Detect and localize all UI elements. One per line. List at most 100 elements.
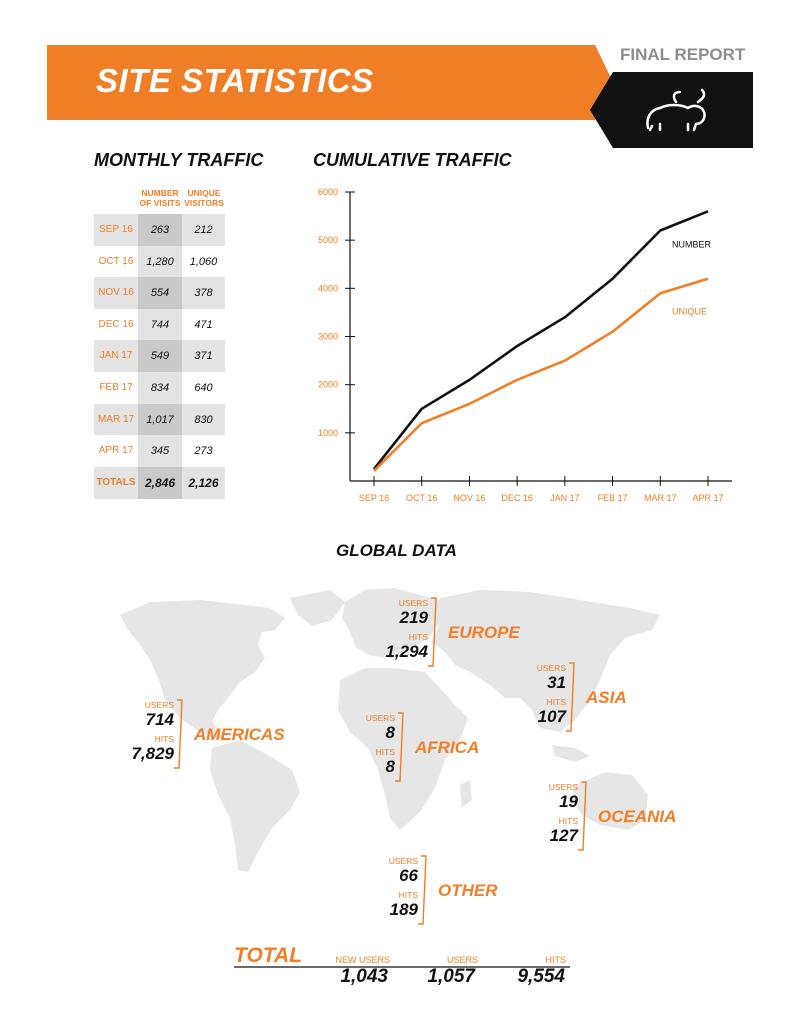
table-cell-visits: 1,280 — [138, 245, 182, 278]
report-label: FINAL REPORT — [620, 45, 746, 64]
map-africa — [338, 668, 468, 830]
region-users-value: 31 — [547, 673, 566, 692]
series-label-unique: UNIQUE — [672, 307, 707, 317]
x-tick-label: MAR 17 — [644, 493, 677, 503]
y-tick-label: 5000 — [318, 235, 338, 245]
x-tick-label: SEP 16 — [359, 493, 389, 503]
y-tick-label: 6000 — [318, 187, 338, 197]
page-title: SITE STATISTICS — [96, 62, 374, 99]
x-tick-label: DEC 16 — [501, 493, 533, 503]
region-hits-value: 1,294 — [385, 642, 428, 661]
table-cell-month: NOV 16 — [94, 277, 138, 310]
cumulative-traffic-chart: 1000 2000 3000 4000 5000 6000 SEP 16 OCT 16 NOV … — [318, 187, 732, 503]
table-cell-month: SEP 16 — [94, 214, 138, 246]
region-name-other: OTHER — [438, 881, 498, 900]
column-header-visits: NUMBER OF VISITS — [139, 188, 181, 208]
map-greenland — [290, 590, 345, 626]
total-hits-value: 9,554 — [517, 966, 565, 987]
series-line-unique — [373, 277, 709, 472]
table-cell-unique: 212 — [182, 214, 225, 246]
table-row: APR 17 345 273 — [94, 435, 225, 468]
table-cell-month: FEB 17 — [94, 372, 138, 404]
region-hits-label: HITS — [154, 734, 174, 744]
region-users-value: 8 — [385, 723, 395, 742]
table-cell-unique: 378 — [182, 277, 225, 310]
column-header-unique: UNIQUE VISITORS — [184, 188, 224, 208]
bison-icon — [646, 88, 706, 132]
table-cell-visits: 834 — [138, 372, 182, 404]
region-hits-label: HITS — [558, 816, 578, 826]
table-cell-month: MAR 17 — [94, 403, 138, 436]
map-south-america — [210, 740, 300, 872]
map-north-america — [120, 600, 285, 740]
region-hits-value: 107 — [537, 707, 566, 726]
y-tick-label: 1000 — [318, 428, 338, 438]
table-cell-month: TOTALS — [94, 466, 138, 499]
series-label-number: NUMBER — [672, 239, 712, 249]
region-hits-label: HITS — [375, 747, 395, 757]
table-cell-month: JAN 17 — [94, 340, 138, 373]
table-cell-unique: 1,060 — [182, 245, 225, 278]
total-new-users-value: 1,043 — [340, 966, 388, 987]
series-line-number — [372, 210, 709, 470]
region-name-americas: AMERICAS — [194, 725, 285, 744]
table-row: NOV 16 554 378 — [94, 277, 225, 310]
logo-panel — [590, 72, 753, 148]
table-cell-unique: 273 — [182, 435, 225, 468]
region-name-africa: AFRICA — [415, 738, 480, 757]
map-europe — [342, 588, 440, 658]
region-hits-value: 8 — [385, 757, 395, 776]
region-bracket — [578, 781, 587, 851]
table-cell-visits: 1,017 — [138, 403, 182, 436]
table-cell-month: OCT 16 — [94, 245, 138, 278]
region-hits-value: 7,829 — [131, 744, 174, 763]
region-bracket — [174, 699, 183, 769]
title-banner — [47, 45, 613, 120]
region-hits-value: 127 — [549, 826, 578, 845]
region-users-label: USERS — [548, 782, 578, 792]
table-cell-visits: 549 — [138, 340, 182, 373]
x-tick-label: JAN 17 — [550, 493, 580, 503]
region-bracket — [418, 855, 427, 925]
total-underline — [234, 966, 570, 968]
table-cell-visits: 345 — [138, 435, 182, 468]
map-madagascar — [460, 780, 472, 808]
table-cell-unique: 640 — [182, 372, 225, 404]
region-hits-label: HITS — [408, 632, 428, 642]
table-cell-visits: 2,846 — [138, 466, 182, 499]
table-cell-unique: 830 — [182, 403, 225, 436]
global-data-title: GLOBAL DATA — [336, 541, 457, 560]
x-tick-label: OCT 16 — [406, 493, 437, 503]
region-bracket — [428, 597, 437, 667]
table-row: DEC 16 744 471 — [94, 308, 225, 341]
region-hits-label: HITS — [398, 890, 418, 900]
total-users-label: USERS — [446, 955, 478, 965]
map-australia — [572, 772, 648, 830]
region-users-label: USERS — [388, 856, 418, 866]
region-users-label: USERS — [365, 713, 395, 723]
map-indonesia — [552, 745, 590, 762]
y-tick-label: 4000 — [318, 283, 338, 293]
region-users-label: USERS — [144, 700, 174, 710]
region-bracket — [395, 712, 404, 782]
table-cell-visits: 744 — [138, 308, 182, 341]
region-hits-value: 189 — [389, 900, 418, 919]
x-tick-label: APR 17 — [692, 493, 723, 503]
table-row: JAN 17 549 371 — [94, 340, 225, 373]
total-new-users-label: NEW USERS — [335, 955, 390, 965]
total-hits-label: HITS — [545, 955, 566, 965]
total-users-value: 1,057 — [427, 966, 475, 987]
table-cell-visits: 554 — [138, 277, 182, 310]
y-tick-label: 3000 — [318, 332, 338, 342]
cumulative-traffic-title: CUMULATIVE TRAFFIC — [313, 150, 512, 170]
table-cell-unique: 471 — [182, 308, 225, 341]
x-tick-label: FEB 17 — [598, 493, 628, 503]
monthly-traffic-title: MONTHLY TRAFFIC — [94, 150, 264, 170]
table-row: FEB 17 834 640 — [94, 372, 225, 404]
total-label: TOTAL — [234, 944, 303, 967]
region-hits-label: HITS — [546, 697, 566, 707]
y-tick-label: 2000 — [318, 380, 338, 390]
table-row: SEP 16 263 212 — [94, 214, 225, 246]
x-tick-label: NOV 16 — [453, 493, 485, 503]
header-graphic — [47, 45, 753, 148]
